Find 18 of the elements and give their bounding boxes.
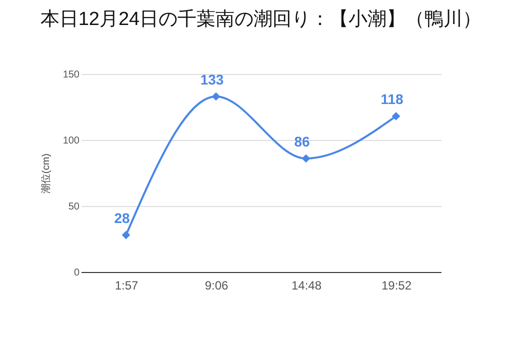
y-tick-label: 50	[68, 202, 80, 212]
x-tick-label: 14:48	[291, 278, 322, 292]
x-tick-label: 9:06	[204, 278, 228, 292]
data-label: 118	[380, 91, 404, 108]
point	[122, 230, 130, 240]
data-label: 28	[114, 210, 130, 226]
y-axis-title: 潮位(cm)	[40, 154, 52, 194]
point	[302, 154, 310, 163]
chart-title: 本日12月24日の千葉南の潮回り：【小潮】（鴨川）	[40, 9, 482, 30]
point	[392, 112, 400, 120]
data-label: 133	[200, 71, 224, 88]
y-tick-label: 0	[74, 268, 80, 278]
y-tick-label: 150	[62, 70, 80, 80]
x-tick-label: 1:57	[114, 278, 138, 292]
y-tick-label: 100	[62, 136, 80, 146]
point	[212, 92, 220, 101]
data-label: 86	[294, 133, 310, 150]
x-tick-label: 19:52	[381, 278, 412, 292]
